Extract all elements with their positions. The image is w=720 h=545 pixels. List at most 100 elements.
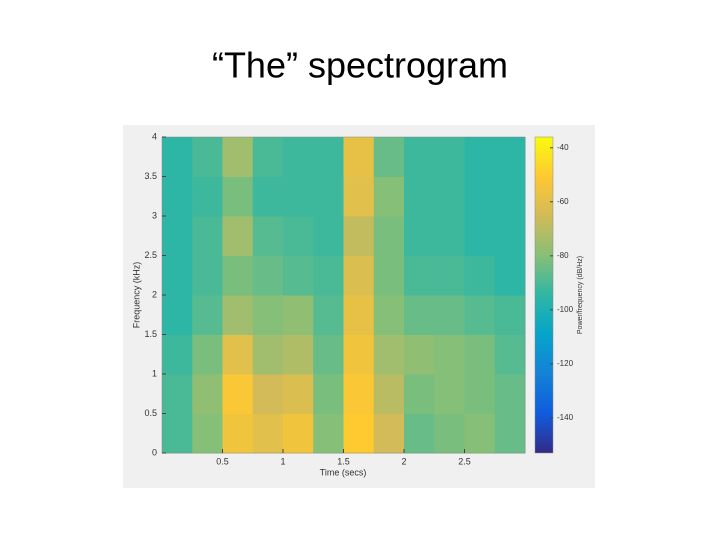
- heatmap-cell: [464, 176, 496, 217]
- heatmap-cell: [404, 413, 435, 454]
- x-axis-label: Time (secs): [320, 467, 367, 477]
- heatmap-cell: [222, 413, 254, 454]
- heatmap-cell: [192, 413, 223, 454]
- y-tick-label: 1.5: [144, 329, 157, 339]
- heatmap-cell: [192, 255, 223, 296]
- heatmap-cell: [373, 374, 405, 414]
- heatmap-cell: [162, 255, 193, 296]
- y-tick-label: 0: [152, 447, 157, 457]
- heatmap-cell: [192, 137, 223, 177]
- heatmap-cell: [404, 295, 435, 335]
- heatmap-cell: [373, 334, 405, 375]
- heatmap-cell: [404, 176, 435, 217]
- heatmap-cell: [252, 176, 284, 217]
- heatmap-cell: [464, 216, 496, 256]
- heatmap-cell: [313, 413, 344, 454]
- heatmap-cell: [343, 255, 375, 296]
- colorbar-tick-label: -140: [557, 413, 574, 422]
- heatmap-cell: [192, 295, 223, 335]
- heatmap-cell: [283, 255, 314, 296]
- heatmap-cell: [222, 137, 254, 177]
- heatmap-cell: [222, 216, 254, 256]
- heatmap-cell: [343, 295, 375, 335]
- heatmap-cell: [494, 255, 526, 296]
- heatmap-cell: [162, 374, 193, 414]
- y-tick-label: 2.5: [144, 250, 157, 260]
- heatmap-cell: [434, 216, 465, 256]
- heatmap-cell: [252, 413, 284, 454]
- x-tick-label: 0.5: [216, 456, 229, 466]
- heatmap-cell: [494, 334, 526, 375]
- heatmap-cell: [162, 216, 193, 256]
- colorbar-tick-label: -120: [557, 359, 574, 368]
- heatmap-cell: [404, 374, 435, 414]
- heatmap-cell: [222, 176, 254, 217]
- heatmap-cell: [434, 295, 465, 335]
- heatmap-cell: [464, 295, 496, 335]
- y-tick-label: 3.5: [144, 171, 157, 181]
- heatmap-cell: [252, 295, 284, 335]
- heatmap-cell: [162, 176, 193, 217]
- heatmap-cell: [313, 137, 344, 177]
- heatmap-cell: [313, 295, 344, 335]
- heatmap-cell: [283, 413, 314, 454]
- heatmap-cell: [343, 413, 375, 454]
- heatmap-cell: [343, 137, 375, 177]
- heatmap-cell: [283, 137, 314, 177]
- heatmap-cell: [252, 334, 284, 375]
- y-axis-label: Frequency (kHz): [131, 262, 141, 329]
- heatmap-cell: [343, 374, 375, 414]
- colorbar-tick-label: -80: [557, 251, 569, 260]
- heatmap-cell: [404, 216, 435, 256]
- x-tick-label: 1.5: [337, 456, 350, 466]
- heatmap-cell: [283, 216, 314, 256]
- heatmap-cell: [313, 176, 344, 217]
- heatmap-cell: [464, 413, 496, 454]
- heatmap-cell: [434, 413, 465, 454]
- heatmap-cell: [343, 216, 375, 256]
- heatmap-cell: [222, 334, 254, 375]
- heatmap-cell: [464, 334, 496, 375]
- slide-title: “The” spectrogram: [212, 45, 508, 86]
- x-tick-label: 1: [280, 456, 285, 466]
- heatmap-cell: [373, 216, 405, 256]
- heatmap-cell: [252, 255, 284, 296]
- y-tick-label: 2: [152, 289, 157, 299]
- heatmap-cell: [434, 334, 465, 375]
- heatmap-cell: [252, 216, 284, 256]
- heatmap-cell: [222, 255, 254, 296]
- heatmap-cell: [162, 413, 193, 454]
- colorbar: [534, 136, 554, 454]
- heatmap-cell: [192, 334, 223, 375]
- heatmap-cell: [283, 176, 314, 217]
- colorbar-label: Power/frequency (dB/Hz): [577, 256, 584, 334]
- heatmap-cell: [373, 176, 405, 217]
- heatmap-cell: [313, 216, 344, 256]
- heatmap-cell: [404, 255, 435, 296]
- heatmap-cell: [162, 137, 193, 177]
- heatmap-cell: [313, 374, 344, 414]
- heatmap-cell: [434, 374, 465, 414]
- x-tick-label: 2: [401, 456, 406, 466]
- heatmap-cell: [283, 295, 314, 335]
- heatmap-cell: [343, 176, 375, 217]
- heatmap-cell: [192, 216, 223, 256]
- heatmap-cell: [373, 137, 405, 177]
- heatmap-cell: [404, 137, 435, 177]
- heatmap-cell: [464, 374, 496, 414]
- y-tick-label: 4: [152, 131, 157, 141]
- colorbar-tick-label: -40: [557, 143, 569, 152]
- heatmap-cell: [222, 295, 254, 335]
- heatmap-cell: [313, 255, 344, 296]
- heatmap-cell: [434, 255, 465, 296]
- heatmap-cell: [192, 176, 223, 217]
- heatmap-cell: [494, 216, 526, 256]
- heatmap-cell: [464, 137, 496, 177]
- y-tick-label: 1: [152, 368, 157, 378]
- y-tick-label: 0.5: [144, 408, 157, 418]
- heatmap-cell: [283, 374, 314, 414]
- heatmap-cell: [494, 295, 526, 335]
- heatmap-cell: [373, 255, 405, 296]
- heatmap-cell: [494, 413, 526, 454]
